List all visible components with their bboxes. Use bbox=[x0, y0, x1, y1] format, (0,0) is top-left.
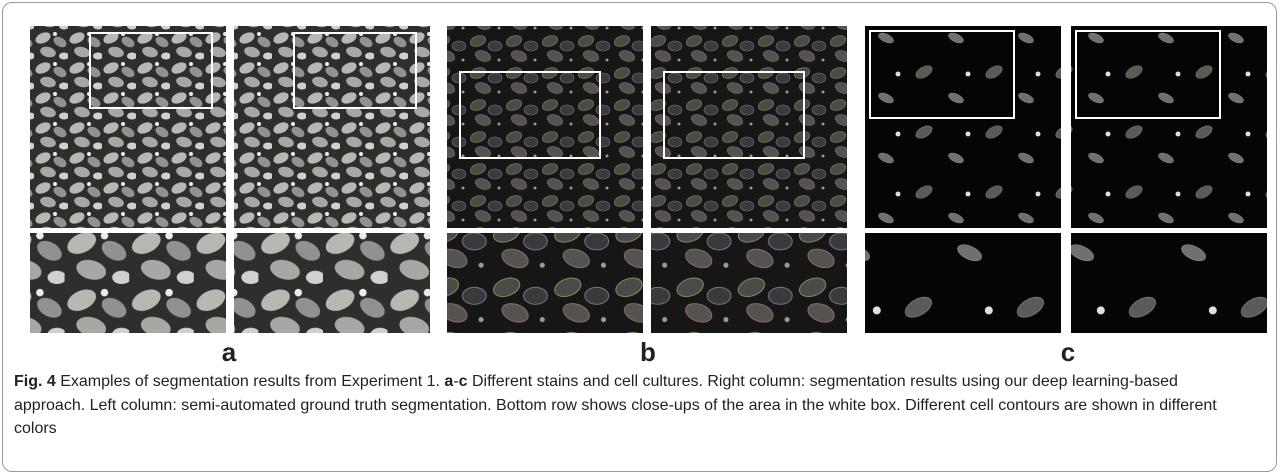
caption-intro: Examples of segmentation results from Ex… bbox=[60, 373, 440, 390]
image bbox=[651, 26, 847, 228]
image bbox=[865, 26, 1061, 228]
panel-label: c bbox=[1061, 337, 1075, 367]
panel-b-images bbox=[447, 26, 847, 333]
caption-label: Fig. 4 bbox=[14, 373, 56, 390]
image bbox=[234, 26, 430, 228]
image bbox=[447, 233, 643, 333]
panel-a-images bbox=[30, 26, 430, 333]
image bbox=[1071, 233, 1267, 333]
image bbox=[30, 26, 226, 228]
figure: a b c bbox=[0, 0, 1281, 370]
panel-label: b bbox=[640, 337, 656, 367]
panel-label: a bbox=[222, 337, 237, 367]
image bbox=[447, 26, 643, 228]
caption-range-start: a bbox=[444, 373, 453, 390]
image bbox=[234, 233, 430, 333]
caption: Fig. 4 Examples of segmentation results … bbox=[14, 370, 1239, 441]
panel-c-images bbox=[865, 26, 1267, 333]
image bbox=[865, 233, 1061, 333]
image bbox=[30, 233, 226, 333]
caption-range-end: c bbox=[459, 373, 468, 390]
image bbox=[651, 233, 847, 333]
image bbox=[1071, 26, 1267, 228]
